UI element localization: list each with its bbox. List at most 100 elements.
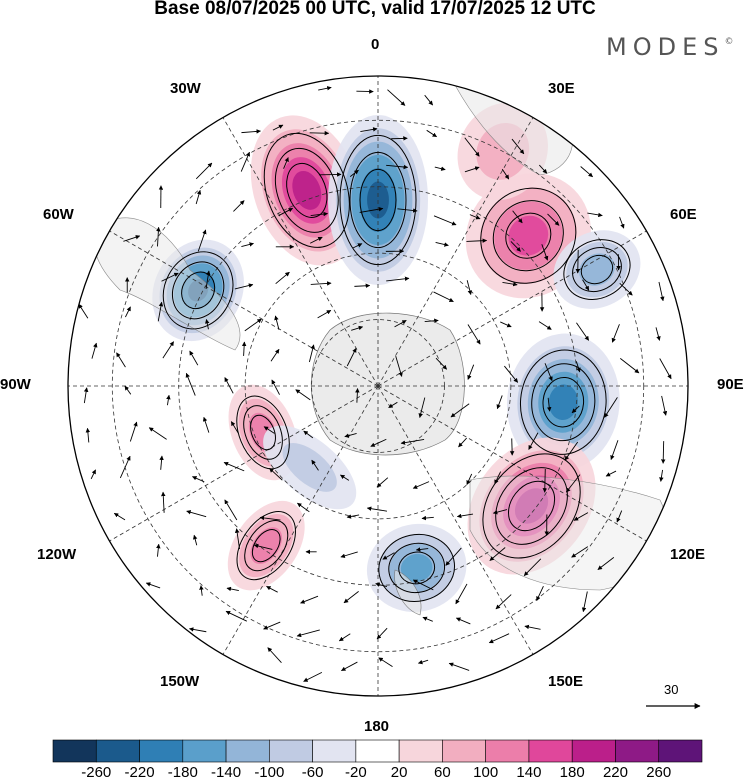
graticule <box>68 76 688 696</box>
anomaly-low-sw-blue <box>263 425 357 510</box>
colorbar-swatch <box>312 739 357 763</box>
meridian-line <box>377 117 534 387</box>
wind-arrow <box>240 151 250 172</box>
wind-arrow <box>536 586 544 602</box>
wind-arrow <box>511 138 525 155</box>
meridian-line <box>222 385 379 655</box>
colorbar-swatch <box>398 739 443 763</box>
streamline <box>274 147 339 233</box>
colorbar-tick-label: -20 <box>345 764 367 781</box>
wind-arrow <box>576 322 590 341</box>
wind-arrow <box>435 357 448 370</box>
wind-arrow <box>113 512 126 521</box>
wind-arrow <box>123 235 141 242</box>
wind-arrow <box>433 291 454 303</box>
wind-arrow <box>610 440 619 460</box>
streamline <box>263 132 350 248</box>
longitude-label-60e: 60E <box>670 206 697 223</box>
wind-arrow <box>575 249 581 274</box>
wind-arrow <box>343 591 359 604</box>
colorbar-tick-label: -140 <box>211 764 242 781</box>
wind-arrow <box>547 213 560 226</box>
wind-arrow <box>433 215 457 226</box>
wind-arrow <box>581 591 588 613</box>
wind-arrow <box>296 629 320 638</box>
wind-arrow <box>310 211 328 217</box>
wind-arrow <box>226 586 239 592</box>
wind-arrow <box>340 474 350 481</box>
wind-arrow <box>504 365 519 383</box>
map-boundary <box>67 75 689 697</box>
antarctica-land <box>310 312 465 456</box>
wind-arrow <box>502 281 518 287</box>
wind-arrow <box>303 430 314 439</box>
wind-arrow <box>488 633 510 644</box>
streamline <box>244 520 289 572</box>
wind-arrow <box>573 512 589 521</box>
wind-arrow <box>435 242 449 247</box>
streamline <box>349 151 407 249</box>
longitude-label-120w: 120W <box>37 546 77 563</box>
wind-arrow <box>263 426 275 434</box>
wind-arrow <box>524 624 541 630</box>
wind-arrow <box>78 303 89 319</box>
colorbar-tick-label: -180 <box>167 764 198 781</box>
wind-arrow <box>426 129 438 138</box>
latitude-circle <box>111 119 645 653</box>
wind-arrow <box>241 129 261 134</box>
wind-arrow <box>587 212 603 218</box>
wind-arrow <box>582 279 590 291</box>
streamline <box>580 254 614 285</box>
streamline <box>378 533 455 602</box>
wind-arrow <box>188 627 207 633</box>
wind-arrow <box>575 361 581 373</box>
wind-arrow <box>455 617 471 625</box>
wind-arrow <box>259 515 281 521</box>
wind-arrow <box>195 189 202 205</box>
wind-arrow <box>202 416 210 433</box>
wind-arrow <box>271 379 280 395</box>
wind-arrow <box>223 461 245 472</box>
wind-arrow <box>275 271 290 285</box>
colorbar-swatch <box>139 739 184 763</box>
colorbar-swatch <box>182 739 227 763</box>
wind-arrow <box>378 657 393 668</box>
streamline <box>339 134 417 266</box>
colorbar-tick-label: 100 <box>473 764 499 781</box>
streamline <box>181 271 216 310</box>
colorbar-swatch <box>615 739 660 763</box>
wind-arrow <box>605 470 617 477</box>
wind-arrow <box>116 352 126 368</box>
wind-arrow <box>340 551 358 558</box>
streamline <box>572 247 622 293</box>
wind-arrow <box>233 200 245 212</box>
wind-arrow <box>266 585 278 593</box>
wind-arrow <box>185 372 196 396</box>
streamline <box>492 200 564 272</box>
wind-arrow <box>346 347 357 367</box>
anomaly-level <box>292 170 322 210</box>
wind-arrow <box>354 283 371 288</box>
wind-arrow <box>412 481 430 489</box>
wind-arrow <box>464 137 480 157</box>
longitude-label-150w: 150W <box>160 673 200 690</box>
wind-arrow <box>510 241 521 252</box>
streamline <box>162 251 234 330</box>
colorbar-swatch <box>52 739 97 763</box>
wind-arrow <box>655 327 661 341</box>
wind-arrow <box>161 491 166 513</box>
colorbar-swatch <box>571 739 616 763</box>
wind-arrow <box>395 356 403 377</box>
wind-arrow <box>297 502 310 513</box>
wind-arrow <box>370 438 387 447</box>
wind-arrow <box>341 661 358 671</box>
wind-arrow <box>156 226 161 247</box>
wind-arrow <box>386 164 409 170</box>
streamline <box>519 349 607 455</box>
wind-arrow <box>124 385 132 395</box>
colorbar-swatch <box>658 739 703 763</box>
wind-arrow <box>355 388 360 403</box>
wind-arrow <box>205 318 210 330</box>
streamline <box>495 467 568 545</box>
wind-arrow <box>244 318 262 332</box>
